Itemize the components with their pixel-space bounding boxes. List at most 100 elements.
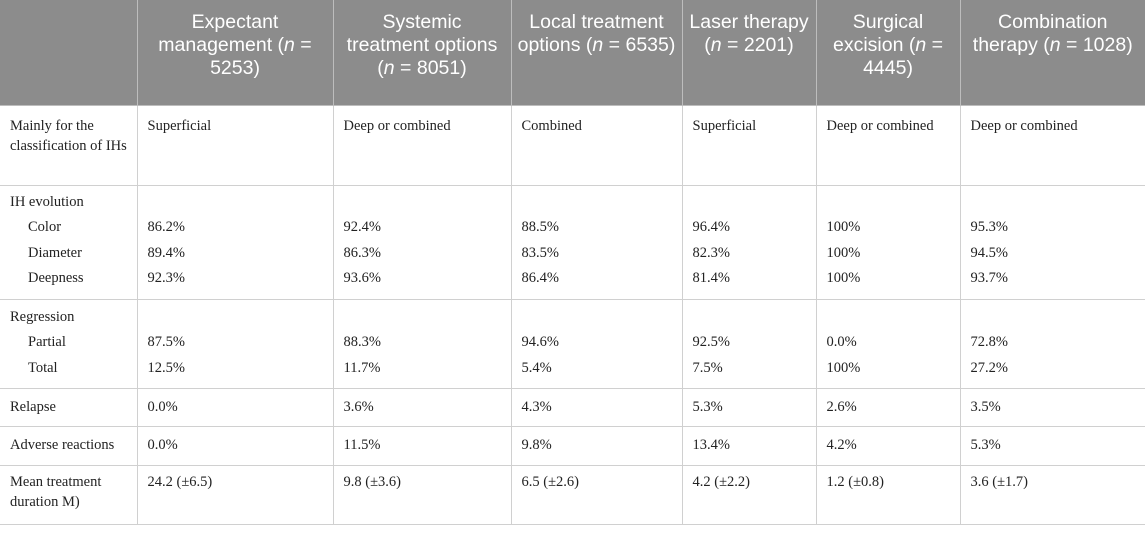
value-total: 11.7% — [343, 359, 381, 376]
cell-relapse: 2.6% — [815, 388, 960, 427]
value-total: 12.5% — [147, 359, 185, 376]
cell-regression: 72.8% 27.2% — [959, 299, 1145, 389]
row-label-evolution: IH evolution Color Diameter Deepness — [0, 185, 137, 300]
evolution-deepness-label: Deepness — [28, 270, 84, 286]
cell-regression: 87.5% 12.5% — [136, 299, 333, 389]
value-diameter: 100% — [826, 244, 861, 261]
cell-adverse: 13.4% — [681, 426, 816, 466]
value-diameter: 86.3% — [343, 244, 381, 261]
n-symbol: n — [284, 34, 295, 56]
table-row-regression: Regression Partial Total 87.5% 12.5% 88.3… — [0, 299, 1145, 389]
header-local-treatment: Local treatment options (n = 6535) — [510, 0, 682, 106]
cell-relapse: 3.6% — [332, 388, 511, 427]
n-symbol: n — [592, 34, 604, 56]
value-partial: 92.5% — [692, 334, 730, 350]
cell-mean-duration: 1.2 (±0.8) — [815, 465, 960, 525]
cell-mean-duration: 6.5 (±2.6) — [510, 465, 682, 525]
value-deepness: 93.6% — [343, 270, 381, 286]
value-partial: 94.6% — [521, 334, 559, 350]
cell-adverse: 9.8% — [510, 426, 682, 466]
value-deepness: 100% — [826, 270, 861, 286]
header-laser-therapy: Laser therapy (n = 2201) — [681, 0, 816, 106]
cell-regression: 0.0% 100% — [815, 299, 960, 389]
value-partial: 72.8% — [970, 334, 1008, 350]
cell-relapse: 4.3% — [510, 388, 682, 427]
value-color: 92.4% — [343, 219, 381, 235]
value-color: 86.2% — [147, 219, 185, 235]
cell-adverse: 0.0% — [136, 426, 333, 466]
value-diameter: 82.3% — [692, 244, 730, 261]
header-surgical-excision: Surgical excision (n = 4445) — [815, 0, 960, 106]
cell-classification: Deep or combined — [332, 105, 511, 186]
evolution-heading: IH evolution — [10, 193, 84, 210]
n-symbol: n — [710, 34, 722, 56]
value-deepness: 81.4% — [692, 270, 730, 286]
cell-relapse: 5.3% — [681, 388, 816, 427]
table-row-classification: Mainly for the classification of IHs Sup… — [0, 105, 1145, 186]
cell-adverse: 4.2% — [815, 426, 960, 466]
value-partial: 88.3% — [343, 334, 381, 350]
cell-relapse: 0.0% — [136, 388, 333, 427]
value-total: 7.5% — [692, 359, 723, 376]
regression-partial-label: Partial — [28, 334, 66, 350]
value-total: 27.2% — [970, 359, 1008, 376]
cell-mean-duration: 24.2 (±6.5) — [136, 465, 333, 525]
cell-evolution: 88.5% 83.5% 86.4% — [510, 185, 682, 300]
value-color: 88.5% — [521, 219, 559, 235]
value-color: 96.4% — [692, 219, 730, 235]
cell-mean-duration: 4.2 (±2.2) — [681, 465, 816, 525]
cell-evolution: 96.4% 82.3% 81.4% — [681, 185, 816, 300]
cell-mean-duration: 3.6 (±1.7) — [959, 465, 1145, 525]
table-row-adverse-reactions: Adverse reactions 0.0% 11.5% 9.8% 13.4% … — [0, 426, 1145, 466]
n-symbol: n — [1049, 34, 1061, 56]
cell-regression: 88.3% 11.7% — [332, 299, 511, 389]
value-deepness: 92.3% — [147, 270, 185, 286]
cell-regression: 92.5% 7.5% — [681, 299, 816, 389]
value-partial: 0.0% — [826, 334, 857, 350]
cell-classification: Deep or combined — [959, 105, 1145, 186]
row-label-mean-duration: Mean treatment duration M) — [0, 465, 137, 525]
table-row-evolution: IH evolution Color Diameter Deepness 86.… — [0, 185, 1145, 300]
results-table: Expectant management (n = 5253) Systemic… — [0, 0, 1145, 525]
value-total: 100% — [826, 359, 861, 376]
n-symbol: n — [915, 34, 927, 56]
header-combination-therapy: Combination therapy (n = 1028) — [959, 0, 1145, 106]
value-partial: 87.5% — [147, 334, 185, 350]
table-row-relapse: Relapse 0.0% 3.6% 4.3% 5.3% 2.6% 3.5% — [0, 388, 1145, 427]
cell-classification: Combined — [510, 105, 682, 186]
value-color: 95.3% — [970, 219, 1008, 235]
cell-mean-duration: 9.8 (±3.6) — [332, 465, 511, 525]
n-symbol: n — [383, 57, 395, 79]
cell-regression: 94.6% 5.4% — [510, 299, 682, 389]
row-label-relapse: Relapse — [0, 388, 137, 427]
value-diameter: 94.5% — [970, 244, 1008, 261]
row-label-classification: Mainly for the classification of IHs — [0, 105, 137, 186]
header-empty — [0, 0, 137, 106]
header-expectant-management: Expectant management (n = 5253) — [136, 0, 333, 106]
header-row: Expectant management (n = 5253) Systemic… — [0, 0, 1145, 106]
value-diameter: 83.5% — [521, 244, 559, 261]
cell-evolution: 100% 100% 100% — [815, 185, 960, 300]
regression-total-label: Total — [28, 359, 58, 376]
evolution-diameter-label: Diameter — [28, 244, 82, 261]
value-deepness: 93.7% — [970, 270, 1008, 286]
cell-relapse: 3.5% — [959, 388, 1145, 427]
regression-heading: Regression — [10, 308, 75, 325]
header-systemic-treatment: Systemic treatment options (n = 8051) — [332, 0, 511, 106]
cell-classification: Superficial — [136, 105, 333, 186]
value-total: 5.4% — [521, 359, 552, 376]
row-label-adverse-reactions: Adverse reactions — [0, 426, 137, 466]
cell-evolution: 95.3% 94.5% 93.7% — [959, 185, 1145, 300]
cell-evolution: 86.2% 89.4% 92.3% — [136, 185, 333, 300]
value-color: 100% — [826, 219, 861, 235]
cell-evolution: 92.4% 86.3% 93.6% — [332, 185, 511, 300]
cell-adverse: 5.3% — [959, 426, 1145, 466]
cell-adverse: 11.5% — [332, 426, 511, 466]
evolution-color-label: Color — [28, 219, 62, 235]
cell-classification: Superficial — [681, 105, 816, 186]
value-diameter: 89.4% — [147, 244, 185, 261]
value-deepness: 86.4% — [521, 270, 559, 286]
cell-classification: Deep or combined — [815, 105, 960, 186]
row-label-regression: Regression Partial Total — [0, 299, 137, 389]
table-row-mean-duration: Mean treatment duration M) 24.2 (±6.5) 9… — [0, 465, 1145, 525]
